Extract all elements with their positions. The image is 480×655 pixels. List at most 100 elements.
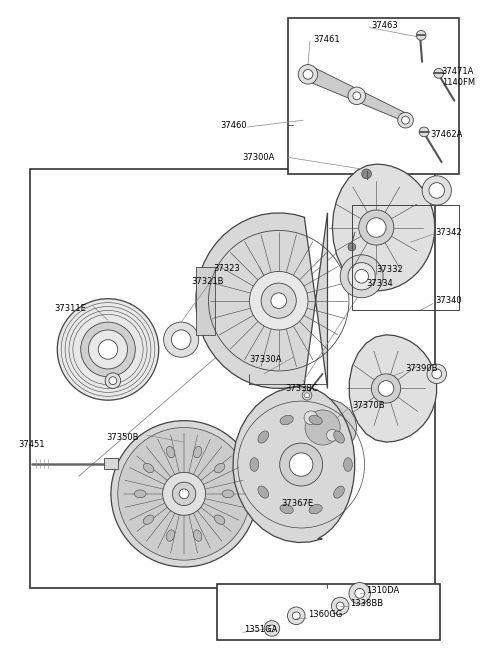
Polygon shape [196,213,327,388]
Circle shape [419,127,429,137]
Circle shape [361,169,372,179]
Text: 37334: 37334 [367,278,393,288]
Circle shape [348,243,356,251]
Ellipse shape [134,490,146,498]
Bar [104,458,118,470]
Circle shape [280,443,323,486]
Circle shape [57,299,159,400]
Circle shape [305,410,340,445]
Ellipse shape [309,504,322,514]
Circle shape [164,322,199,357]
Circle shape [429,183,444,198]
Polygon shape [233,386,355,542]
Text: 37390B: 37390B [406,364,438,373]
Text: 1310DA: 1310DA [367,586,400,595]
Text: 37350B: 37350B [106,433,139,441]
Circle shape [372,374,401,403]
Circle shape [331,597,349,615]
Ellipse shape [222,490,234,498]
Ellipse shape [280,415,293,424]
Circle shape [289,453,313,476]
Text: 37330A: 37330A [250,355,282,364]
Circle shape [172,482,196,506]
Polygon shape [332,164,435,291]
Text: 37460: 37460 [220,121,247,130]
Circle shape [179,489,189,498]
Text: 37338C: 37338C [286,384,318,393]
Circle shape [250,271,308,330]
Ellipse shape [193,530,202,541]
Circle shape [271,293,287,309]
Circle shape [326,430,338,441]
Circle shape [427,364,446,384]
Circle shape [432,369,442,379]
Circle shape [340,255,383,298]
Circle shape [302,390,312,400]
Circle shape [171,330,191,350]
Circle shape [359,210,394,245]
Polygon shape [349,335,437,442]
Circle shape [88,330,128,369]
Text: 37321B: 37321B [191,276,223,286]
Circle shape [349,582,371,604]
Circle shape [109,377,117,384]
Text: 37370B: 37370B [352,401,384,409]
Bar [196,267,216,335]
Ellipse shape [167,446,175,458]
Ellipse shape [144,515,154,524]
Text: 37471A: 37471A [442,67,474,76]
Circle shape [261,283,296,318]
Text: 1338BB: 1338BB [350,599,383,608]
Text: 37342: 37342 [435,228,461,237]
Ellipse shape [258,486,269,498]
Bar [30,169,435,588]
Bar [352,205,459,310]
Ellipse shape [215,463,225,473]
Ellipse shape [344,458,352,472]
Text: 37367E: 37367E [282,499,314,508]
Text: 37332: 37332 [376,265,403,274]
Ellipse shape [258,431,269,443]
Bar [217,584,440,640]
Circle shape [416,30,426,40]
Ellipse shape [167,530,175,541]
Circle shape [353,92,360,100]
Text: 1360GG: 1360GG [308,610,342,619]
Circle shape [81,322,135,377]
Circle shape [336,602,344,610]
Ellipse shape [250,458,259,472]
Polygon shape [303,65,410,123]
Text: 37323: 37323 [213,264,240,273]
Circle shape [111,421,257,567]
Circle shape [98,340,118,359]
Circle shape [422,176,451,205]
Circle shape [305,393,310,398]
Circle shape [434,69,444,78]
Circle shape [355,588,365,598]
Ellipse shape [193,446,202,458]
Ellipse shape [334,486,344,498]
Circle shape [348,87,366,105]
Circle shape [163,472,205,515]
Text: 37461: 37461 [313,35,339,44]
Circle shape [303,69,313,79]
Circle shape [367,217,386,237]
Circle shape [378,381,394,396]
Circle shape [292,612,300,620]
Circle shape [298,65,318,84]
Text: 37340: 37340 [435,296,461,305]
Ellipse shape [144,463,154,473]
Ellipse shape [334,431,344,443]
Text: 37463: 37463 [372,21,398,30]
Text: 37462A: 37462A [430,130,462,140]
Circle shape [402,117,409,124]
Text: 37300A: 37300A [242,153,275,162]
Circle shape [264,621,280,636]
Circle shape [355,269,369,283]
Polygon shape [289,398,357,457]
Circle shape [105,373,120,388]
Circle shape [288,607,305,625]
Circle shape [118,428,251,560]
Ellipse shape [309,415,322,424]
Ellipse shape [280,504,293,514]
